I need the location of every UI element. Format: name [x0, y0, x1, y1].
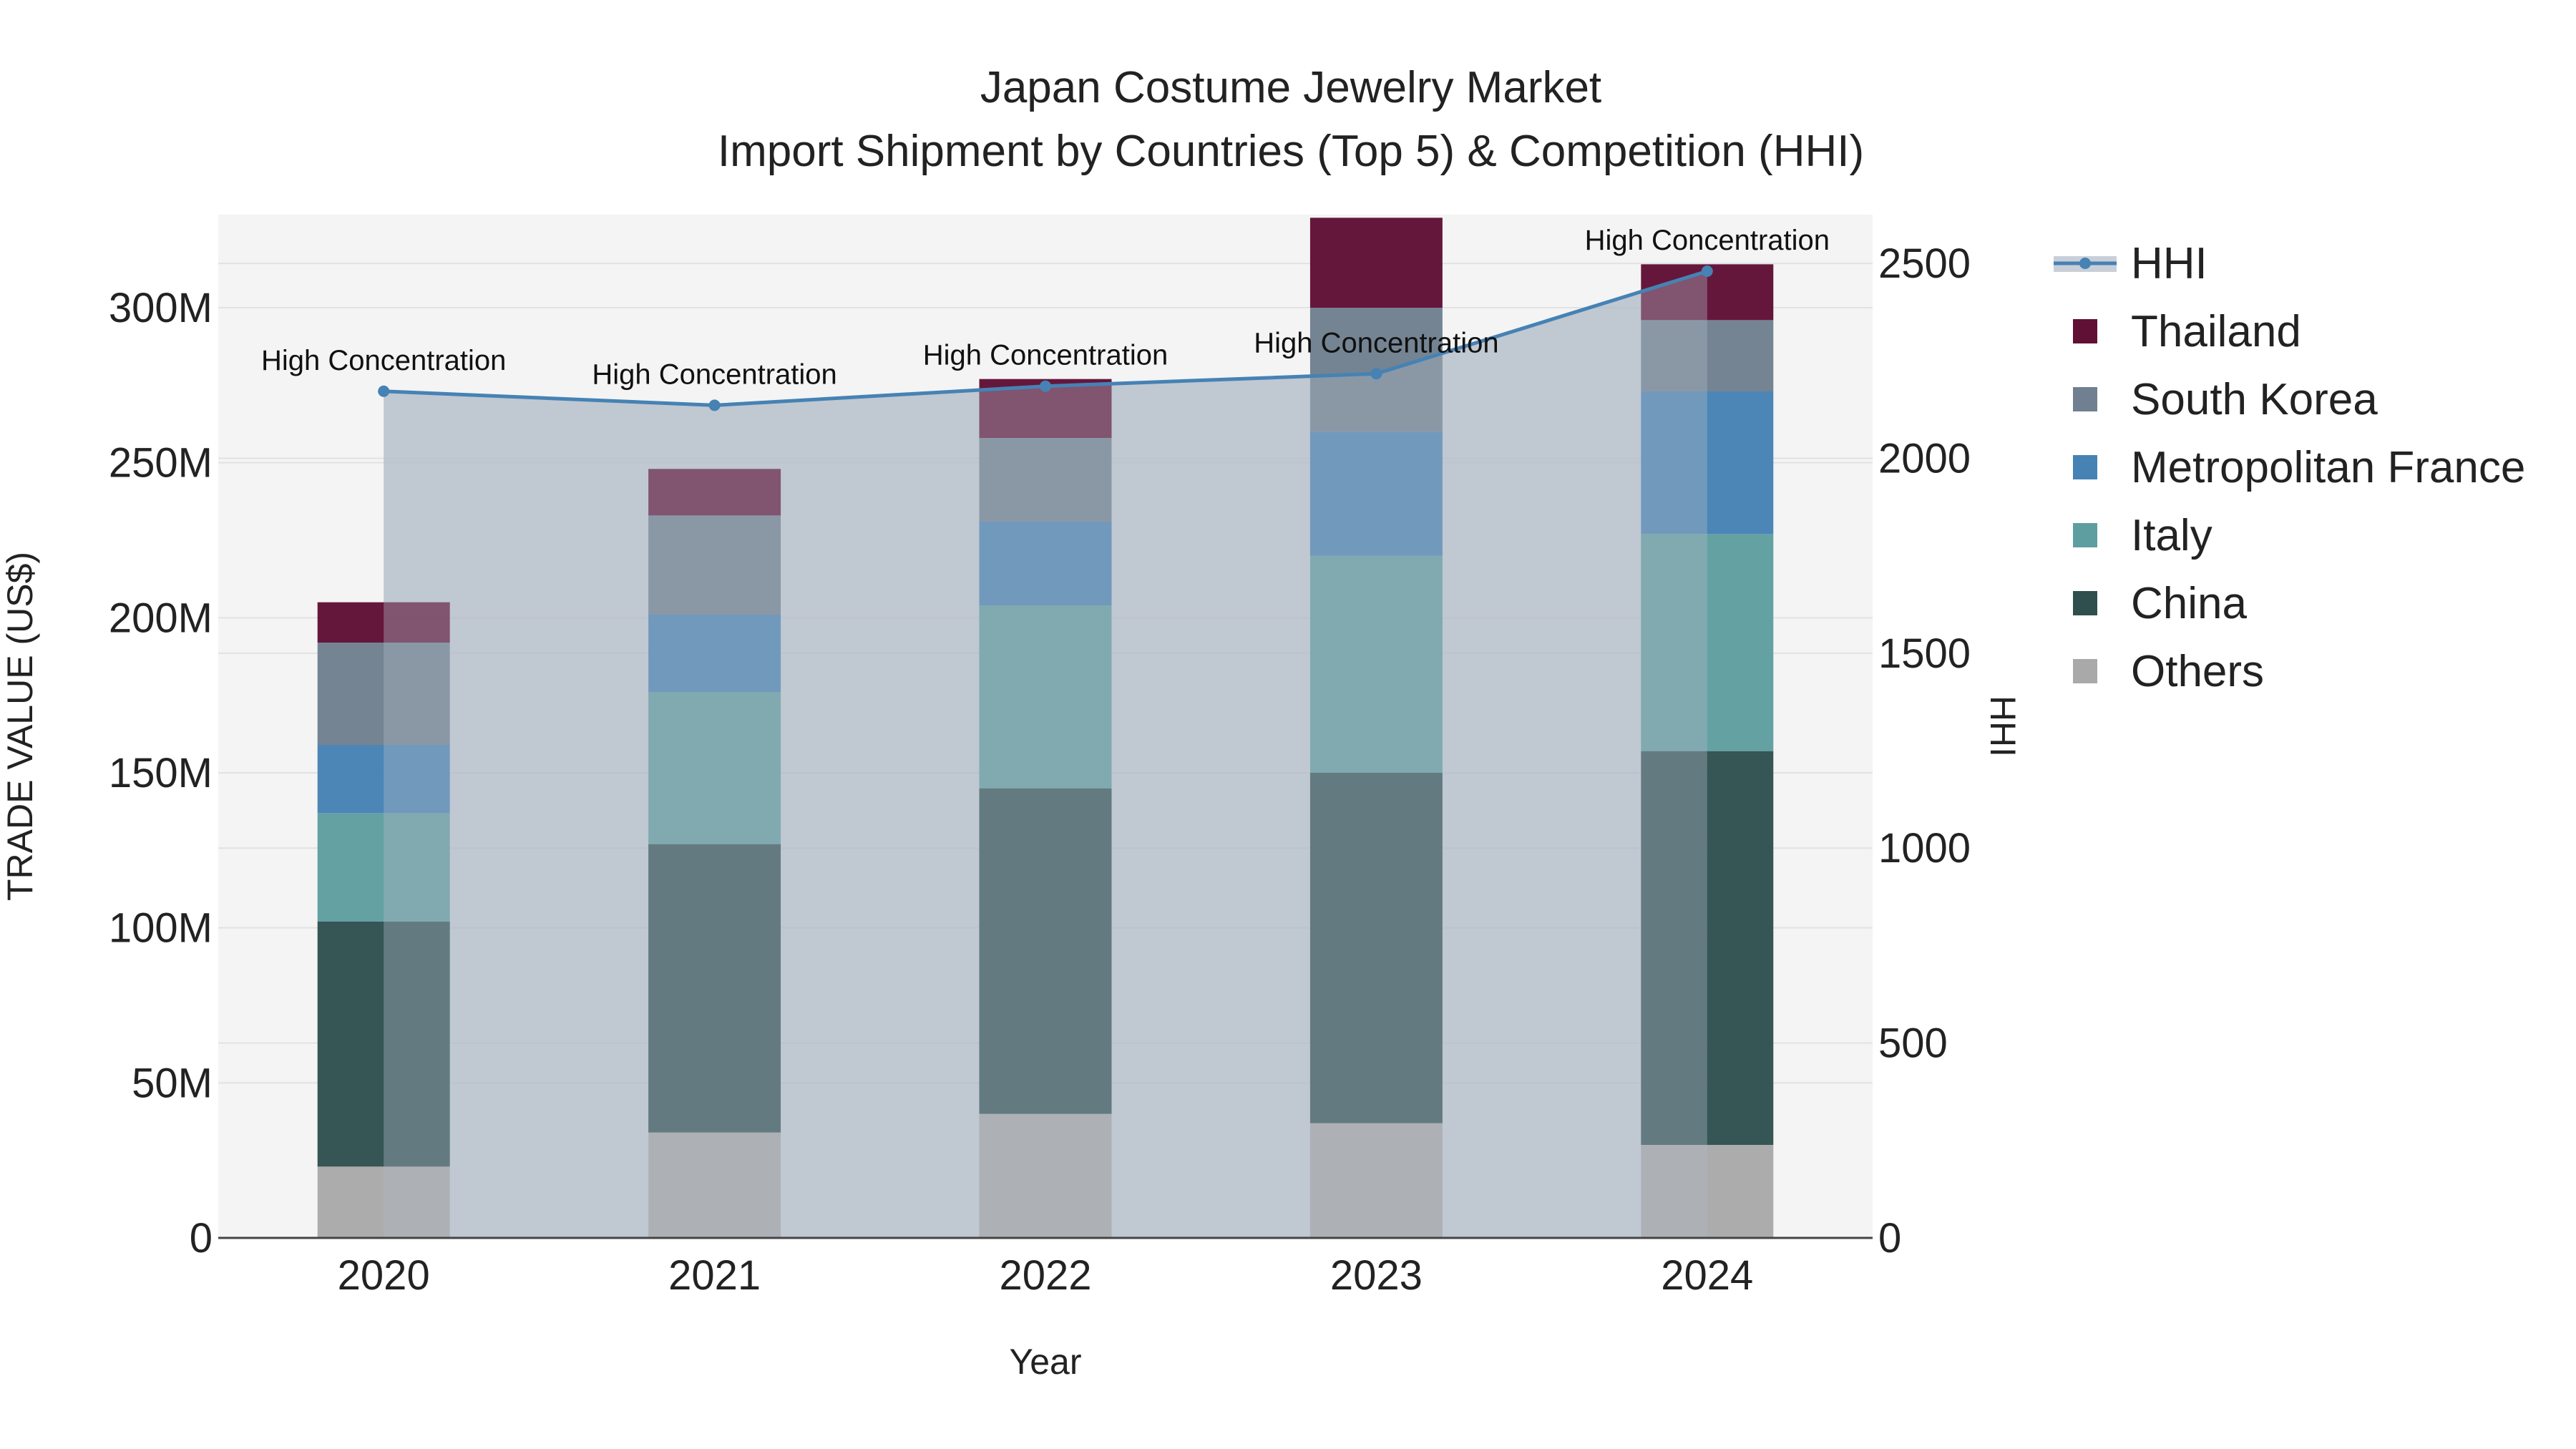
legend-swatch-metropolitan-france — [2073, 455, 2097, 479]
hhi-annotation-2021: High Concentration — [592, 358, 836, 390]
y-tick-label-1: 50M — [132, 1060, 213, 1106]
bar-metropolitan-france-2021 — [648, 615, 781, 693]
x-axis-label: Year — [1009, 1342, 1081, 1382]
bar-thailand-2021 — [648, 469, 781, 516]
legend-label-metropolitan-france: Metropolitan France — [2131, 443, 2525, 492]
y2-tick-label-0: 0 — [1878, 1215, 1901, 1262]
bar-others-2020 — [317, 1166, 450, 1238]
y-tick-label-5: 250M — [109, 440, 213, 487]
bar-china-2024 — [1641, 751, 1774, 1145]
x-tick-label-2021: 2021 — [668, 1252, 761, 1299]
hhi-point-2023 — [1370, 368, 1382, 380]
y2-tick-label-5: 2500 — [1878, 240, 1971, 287]
bar-italy-2024 — [1641, 534, 1774, 751]
bar-italy-2022 — [979, 605, 1112, 789]
y-axis-label: TRADE VALUE (US$) — [0, 552, 40, 901]
legend-label-south-korea: South Korea — [2131, 375, 2378, 424]
bar-south-korea-2020 — [317, 643, 450, 745]
hhi-annotation-2024: High Concentration — [1585, 225, 1830, 256]
bar-metropolitan-france-2024 — [1641, 391, 1774, 535]
hhi-point-2021 — [708, 399, 721, 411]
legend-swatch-others — [2073, 659, 2097, 683]
y-tick-label-6: 300M — [109, 285, 213, 331]
bar-china-2021 — [648, 844, 781, 1133]
bar-thailand-2020 — [317, 602, 450, 643]
bar-others-2023 — [1309, 1123, 1443, 1238]
legend-swatch-south-korea — [2073, 387, 2097, 411]
bar-metropolitan-france-2020 — [317, 745, 450, 814]
y-tick-label-0: 0 — [190, 1215, 213, 1262]
legend-label-hhi: HHI — [2131, 239, 2207, 288]
y2-tick-label-1: 500 — [1878, 1020, 1948, 1067]
y-tick-label-3: 150M — [109, 750, 213, 796]
legend-label-italy: Italy — [2131, 511, 2212, 560]
x-tick-label-2023: 2023 — [1330, 1252, 1423, 1299]
y2-axis-label: HHI — [1983, 696, 2023, 757]
hhi-point-2022 — [1040, 380, 1051, 392]
bar-italy-2021 — [648, 692, 781, 844]
bar-china-2020 — [317, 922, 450, 1167]
chart-subtitle: Import Shipment by Countries (Top 5) & C… — [718, 127, 1864, 176]
hhi-point-2024 — [1701, 265, 1713, 277]
x-tick-label-2024: 2024 — [1661, 1252, 1753, 1299]
legend-swatch-thailand — [2073, 319, 2097, 343]
bar-south-korea-2024 — [1641, 320, 1774, 391]
hhi-annotation-2022: High Concentration — [923, 340, 1168, 371]
hhi-point-2020 — [378, 385, 390, 397]
hhi-annotation-2023: High Concentration — [1254, 327, 1498, 358]
y2-tick-label-3: 1500 — [1878, 630, 1971, 677]
legend-swatch-italy — [2073, 523, 2097, 547]
bar-layer — [317, 218, 1774, 1238]
hhi-area-overlay — [384, 270, 1707, 1238]
bar-thailand-2023 — [1309, 218, 1443, 308]
legend: HHI Thailand South Korea Metropolitan Franc… — [2054, 239, 2525, 696]
legend-swatch-china — [2073, 591, 2097, 615]
bar-south-korea-2021 — [648, 515, 781, 615]
bar-italy-2023 — [1309, 555, 1443, 773]
x-tick-label-2020: 2020 — [338, 1252, 430, 1299]
x-tick-label-2022: 2022 — [999, 1252, 1091, 1299]
bar-italy-2020 — [317, 813, 450, 922]
bar-china-2022 — [979, 788, 1112, 1114]
hhi-line-layer: High Concentration High Concentration High… — [261, 225, 1830, 411]
chart-title: Japan Costume Jewelry Market — [980, 63, 1601, 112]
bar-metropolitan-france-2023 — [1309, 431, 1443, 556]
bar-china-2023 — [1309, 773, 1443, 1123]
bar-south-korea-2022 — [979, 438, 1112, 522]
y-tick-label-2: 100M — [109, 905, 213, 952]
hhi-annotation-2020: High Concentration — [261, 345, 506, 376]
legend-swatch-marker-hhi — [2079, 258, 2091, 269]
legend-label-thailand: Thailand — [2131, 307, 2301, 356]
bar-others-2024 — [1641, 1145, 1774, 1238]
y-tick-label-4: 200M — [109, 595, 213, 641]
bar-others-2022 — [979, 1113, 1112, 1238]
bar-others-2021 — [648, 1132, 781, 1238]
legend-label-china: China — [2131, 579, 2248, 628]
y2-tick-label-2: 1000 — [1878, 825, 1971, 872]
bar-metropolitan-france-2022 — [979, 522, 1112, 605]
y2-tick-label-4: 2000 — [1878, 435, 1971, 482]
axis-layer: 0 50M 100M 150M 200M 250M 300M 0 500 1000 1500 2000… — [109, 240, 1971, 1299]
legend-label-others: Others — [2131, 647, 2264, 696]
